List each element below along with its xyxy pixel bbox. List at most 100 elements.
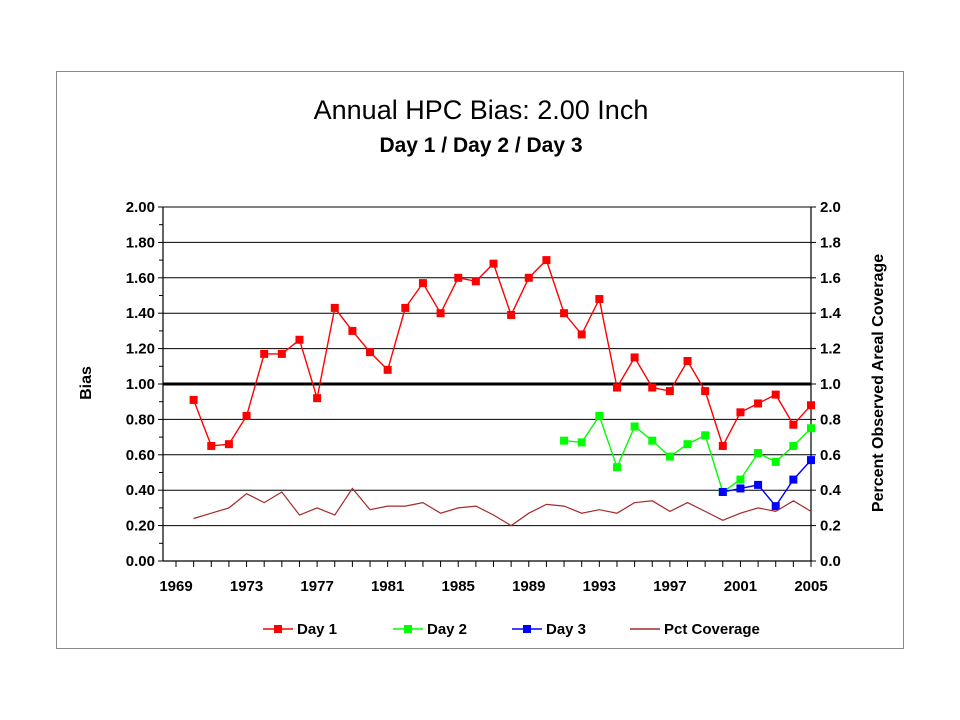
data-point xyxy=(630,353,639,362)
series-line-day-2 xyxy=(564,414,812,494)
data-point xyxy=(754,399,763,408)
y2-tick-label: 1.8 xyxy=(820,234,841,251)
data-point xyxy=(648,383,657,392)
y-tick-label: 0.00 xyxy=(126,553,155,570)
data-point xyxy=(807,401,815,410)
data-point xyxy=(807,424,815,433)
chart-title: Annual HPC Bias: 2.00 Inch xyxy=(314,95,649,125)
data-point xyxy=(189,395,198,404)
legend-label: Day 2 xyxy=(427,621,467,638)
data-point xyxy=(507,310,516,319)
y-tick-label: 0.40 xyxy=(126,482,155,499)
data-point xyxy=(489,259,498,268)
x-tick-label: 1985 xyxy=(442,578,475,595)
y2-tick-label: 0.2 xyxy=(820,518,841,535)
data-point xyxy=(718,441,727,450)
data-point xyxy=(471,277,480,286)
legend: Day 1 Day 2 Day 3 Pct Coverage xyxy=(263,621,760,638)
data-point xyxy=(242,411,251,420)
series xyxy=(189,256,815,527)
legend-swatch-marker xyxy=(523,625,531,633)
data-point xyxy=(277,349,286,358)
legend-label: Day 1 xyxy=(297,621,337,638)
data-point xyxy=(330,303,339,312)
data-point xyxy=(595,295,604,304)
x-tick-label: 2001 xyxy=(724,578,757,595)
data-point xyxy=(789,441,798,450)
data-point xyxy=(754,449,763,458)
data-point xyxy=(665,387,674,396)
data-point xyxy=(313,394,322,403)
data-point xyxy=(630,422,639,431)
data-point xyxy=(701,387,710,396)
data-point xyxy=(224,440,233,449)
legend-label: Day 3 xyxy=(546,621,586,638)
tick-labels: 0.000.200.400.600.801.001.201.401.601.80… xyxy=(126,199,842,595)
x-tick-label: 1989 xyxy=(512,578,545,595)
data-point xyxy=(295,335,304,344)
data-point xyxy=(595,411,604,420)
data-point xyxy=(754,480,763,489)
y2-tick-label: 0.0 xyxy=(820,553,841,570)
data-point xyxy=(207,441,216,450)
data-point xyxy=(560,436,569,445)
series-line-day-1 xyxy=(192,258,812,448)
legend-label: Pct Coverage xyxy=(664,621,760,638)
y2-tick-label: 0.4 xyxy=(820,482,842,499)
data-point xyxy=(612,383,621,392)
axes xyxy=(158,206,816,567)
data-point xyxy=(560,309,569,318)
y2-tick-label: 1.0 xyxy=(820,376,841,393)
x-tick-label: 1977 xyxy=(300,578,333,595)
x-tick-label: 1969 xyxy=(159,578,192,595)
x-tick-label: 1997 xyxy=(653,578,686,595)
y-tick-label: 1.80 xyxy=(126,234,155,251)
data-point xyxy=(771,457,780,466)
y-tick-label: 2.00 xyxy=(126,199,155,216)
data-point xyxy=(648,436,657,445)
y-tick-label: 0.20 xyxy=(126,518,155,535)
data-point xyxy=(683,356,692,365)
x-tick-label: 1973 xyxy=(230,578,263,595)
data-point xyxy=(366,348,375,357)
y-tick-label: 0.80 xyxy=(126,411,155,428)
y2-tick-label: 2.0 xyxy=(820,199,841,216)
y-tick-label: 1.20 xyxy=(126,341,155,358)
data-point xyxy=(789,420,798,429)
data-point xyxy=(577,330,586,339)
data-point xyxy=(789,475,798,484)
data-point xyxy=(736,408,745,417)
x-tick-label: 1981 xyxy=(371,578,404,595)
y2-tick-label: 1.6 xyxy=(820,270,841,287)
legend-swatch-marker xyxy=(404,625,412,633)
data-point xyxy=(383,365,392,374)
y2-axis-label: Percent Observed Areal Coverage xyxy=(870,254,887,512)
data-point xyxy=(736,475,745,484)
data-point xyxy=(542,256,551,265)
data-point xyxy=(524,273,533,282)
data-point xyxy=(701,431,710,440)
data-point xyxy=(348,326,357,335)
data-point xyxy=(577,438,586,447)
y-tick-label: 1.00 xyxy=(126,376,155,393)
data-point xyxy=(736,484,745,493)
chart: Annual HPC Bias: 2.00 Inch Day 1 / Day 2… xyxy=(78,95,887,638)
y-tick-label: 1.60 xyxy=(126,270,155,287)
legend-swatch-marker xyxy=(274,625,282,633)
chart-frame: Annual HPC Bias: 2.00 Inch Day 1 / Day 2… xyxy=(56,71,904,649)
y-tick-label: 0.60 xyxy=(126,447,155,464)
series-line-pct-coverage xyxy=(193,487,812,527)
y2-tick-label: 1.4 xyxy=(820,305,842,322)
data-point xyxy=(807,456,815,465)
data-point xyxy=(771,502,780,511)
data-point xyxy=(418,279,427,288)
data-point xyxy=(665,452,674,461)
y2-tick-label: 0.6 xyxy=(820,447,841,464)
data-point xyxy=(771,390,780,399)
data-point xyxy=(718,487,727,496)
chart-subtitle: Day 1 / Day 2 / Day 3 xyxy=(379,134,582,157)
x-tick-label: 2005 xyxy=(794,578,827,595)
y-tick-label: 1.40 xyxy=(126,305,155,322)
data-point xyxy=(436,309,445,318)
y-axis-label: Bias xyxy=(78,366,95,400)
